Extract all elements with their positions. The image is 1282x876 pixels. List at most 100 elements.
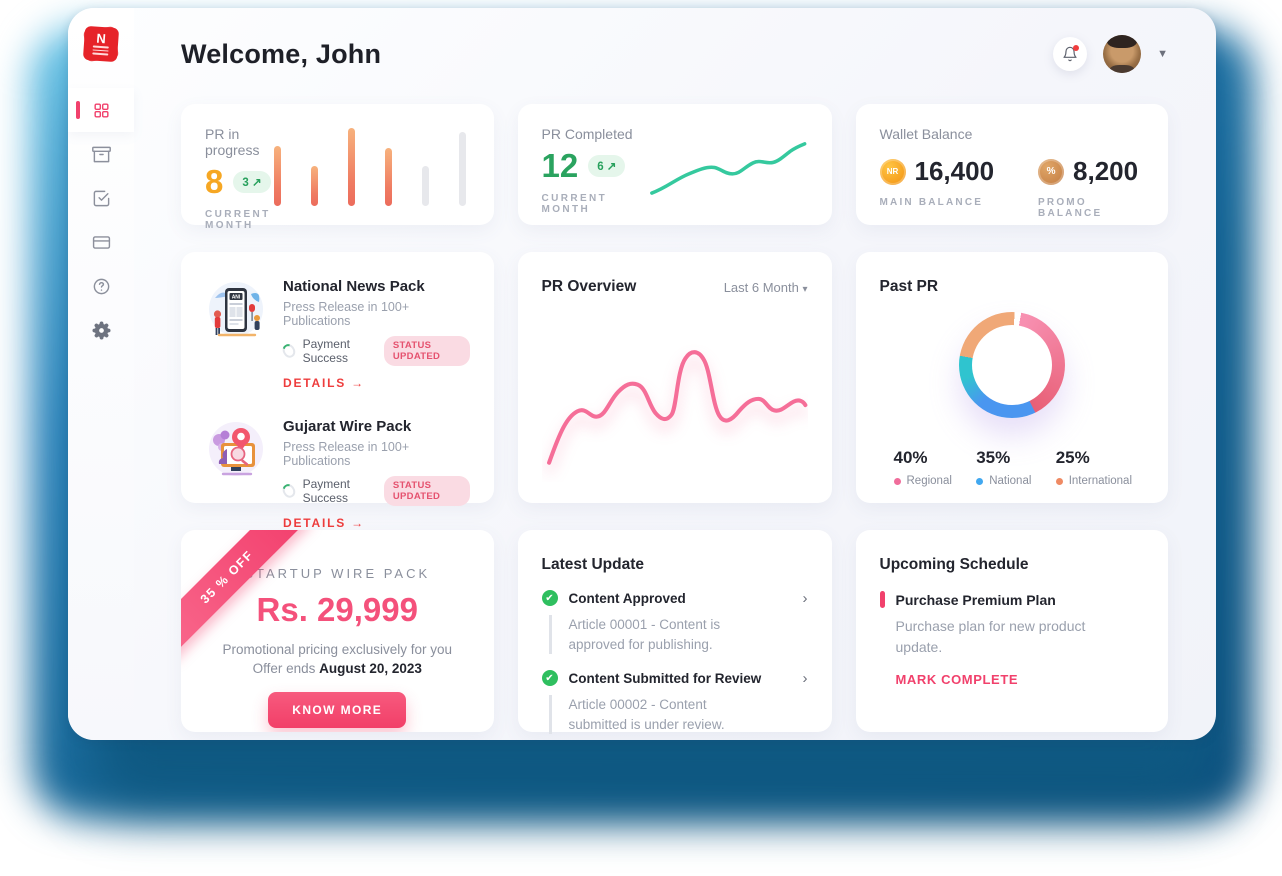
legend-dot	[976, 477, 984, 485]
card-title: PR Overview	[541, 278, 637, 295]
card-pr-completed: PR Completed 12 6 ↗ CURRENT MONTH	[517, 104, 832, 225]
schedule-description: Purchase plan for new product update.	[895, 618, 1086, 655]
pack-item-gujarat: Gujarat Wire Pack Press Release in 100+ …	[205, 418, 470, 530]
package-icon	[91, 146, 111, 162]
check-square-icon	[93, 190, 109, 206]
pack-subtitle: Press Release in 100+ Publications	[283, 300, 410, 328]
card-wallet: Wallet Balance NR 16,400 MAIN BALANCE %	[855, 104, 1168, 225]
card-title: PR in progress	[205, 126, 260, 158]
app-window: N	[68, 8, 1216, 740]
pr-completed-value: 12	[541, 147, 579, 184]
pr-progress-value: 8	[205, 163, 224, 200]
bell-icon	[1063, 46, 1077, 62]
legend-national: 35% National	[976, 448, 1032, 487]
pr-progress-delta-badge: 3 ↗	[233, 171, 271, 193]
pr-completed-left: PR Completed 12 6 ↗ CURRENT MONTH	[541, 126, 648, 215]
legend-regional: 40% Regional	[893, 448, 952, 487]
pr-completed-sparkline	[649, 142, 807, 195]
check-circle-icon: ✔	[541, 590, 558, 606]
promo-pack-name: STARTUP WIRE PACK	[244, 566, 431, 581]
pr-progress-bars	[273, 126, 466, 206]
mini-bar	[384, 148, 392, 206]
update-item-approved: ✔ Content Approved › Article 00001 - Con…	[541, 589, 808, 655]
pr-progress-left: PR in progress 8 3 ↗ CURRENT MONTH	[205, 126, 274, 231]
overview-range-dropdown[interactable]: Last 6 Month ▾	[723, 279, 808, 295]
card-promo: 35 % OFF STARTUP WIRE PACK Rs. 29,999 Pr…	[181, 530, 494, 732]
legend-dot	[1055, 477, 1063, 485]
wallet-promo: % 8,200 PROMO BALANCE	[1038, 156, 1144, 219]
sidebar-nav	[68, 88, 134, 352]
national-news-illustration: ANI	[209, 282, 263, 337]
mini-bar	[310, 166, 318, 206]
pr-completed-caption: CURRENT MONTH	[541, 193, 608, 215]
pack-title: Gujarat Wire Pack	[283, 418, 412, 435]
progress-spinner-icon	[280, 482, 298, 500]
pack-subtitle: Press Release in 100+ Publications	[283, 440, 410, 468]
sidebar-item-packages[interactable]	[68, 132, 134, 176]
grid-icon	[93, 102, 109, 118]
sidebar-item-help[interactable]	[68, 264, 134, 308]
promo-offer-ends: Offer ends August 20, 2023	[252, 661, 422, 676]
past-pr-legend: 40% Regional 35% National 25% Internatio…	[880, 448, 1145, 487]
main-balance-label: MAIN BALANCE	[879, 197, 984, 208]
sidebar-item-billing[interactable]	[68, 220, 134, 264]
legend-international: 25% International	[1055, 448, 1132, 487]
gujarat-wire-illustration	[209, 422, 263, 476]
sidebar-item-settings[interactable]	[68, 308, 134, 352]
pr-completed-delta-badge: 6 ↗	[588, 155, 626, 177]
app-logo[interactable]: N	[82, 25, 120, 63]
card-title: PR Completed	[541, 126, 633, 142]
know-more-button[interactable]: KNOW MORE	[268, 692, 407, 728]
legend-dot	[893, 477, 901, 485]
details-link[interactable]: DETAILS →	[283, 376, 365, 390]
gear-icon	[92, 321, 110, 339]
chevron-right-icon[interactable]: ›	[802, 669, 808, 687]
page-title: Welcome, John	[181, 38, 382, 69]
pack-info: National News Pack Press Release in 100+…	[280, 278, 470, 390]
chevron-right-icon[interactable]: ›	[802, 589, 808, 607]
update-description: Article 00001 - Content is approved for …	[548, 615, 754, 655]
pack-title: National News Pack	[283, 278, 425, 295]
sidebar-item-dashboard[interactable]	[68, 88, 134, 132]
notifications-button[interactable]	[1053, 37, 1088, 71]
pr-overview-line-chart	[546, 350, 807, 465]
sidebar: N	[68, 8, 134, 740]
logo-icon: N	[82, 25, 120, 63]
sidebar-item-tasks[interactable]	[68, 176, 134, 220]
avatar[interactable]	[1103, 35, 1142, 73]
card-pr-overview: PR Overview Last 6 Month ▾	[517, 252, 832, 503]
card-past-pr: Past PR 40% Regional 35% National	[855, 252, 1168, 503]
schedule-item: Purchase Premium Plan	[879, 591, 1145, 608]
update-item-review: ✔ Content Submitted for Review › Article…	[541, 669, 808, 735]
topbar: Welcome, John ▼	[181, 28, 1168, 80]
promo-description: Promotional pricing exclusively for you	[222, 642, 453, 657]
mark-complete-link[interactable]: MARK COMPLETE	[895, 672, 1019, 687]
progress-spinner-icon	[280, 342, 298, 360]
past-pr-donut	[958, 312, 1065, 418]
svg-text:ANI: ANI	[232, 295, 241, 301]
card-title: Wallet Balance	[879, 126, 973, 142]
payment-status: Payment Success	[302, 477, 350, 505]
topbar-actions: ▼	[1053, 35, 1168, 73]
update-description: Article 00002 - Content submitted is und…	[548, 695, 729, 735]
card-title: Upcoming Schedule	[879, 556, 1029, 573]
pack-info: Gujarat Wire Pack Press Release in 100+ …	[280, 418, 470, 530]
details-link[interactable]: DETAILS →	[283, 516, 365, 530]
notification-dot	[1073, 45, 1080, 51]
card-title: Latest Update	[541, 556, 645, 573]
credit-card-icon	[92, 235, 110, 249]
card-title: Past PR	[879, 278, 939, 295]
chevron-down-icon: ▾	[802, 283, 808, 295]
promo-balance-label: PROMO BALANCE	[1038, 197, 1103, 219]
mini-bar	[273, 146, 281, 206]
promo-coin-icon: %	[1038, 158, 1065, 185]
mini-bar	[421, 166, 429, 206]
card-pr-in-progress: PR in progress 8 3 ↗ CURRENT MONTH	[181, 104, 494, 231]
mini-bar	[458, 132, 466, 206]
profile-caret-icon[interactable]: ▼	[1157, 48, 1168, 60]
card-packs: ANI	[181, 252, 494, 530]
status-updated-badge: STATUS UPDATED	[383, 476, 470, 506]
help-circle-icon	[93, 278, 109, 294]
status-updated-badge: STATUS UPDATED	[383, 336, 470, 366]
